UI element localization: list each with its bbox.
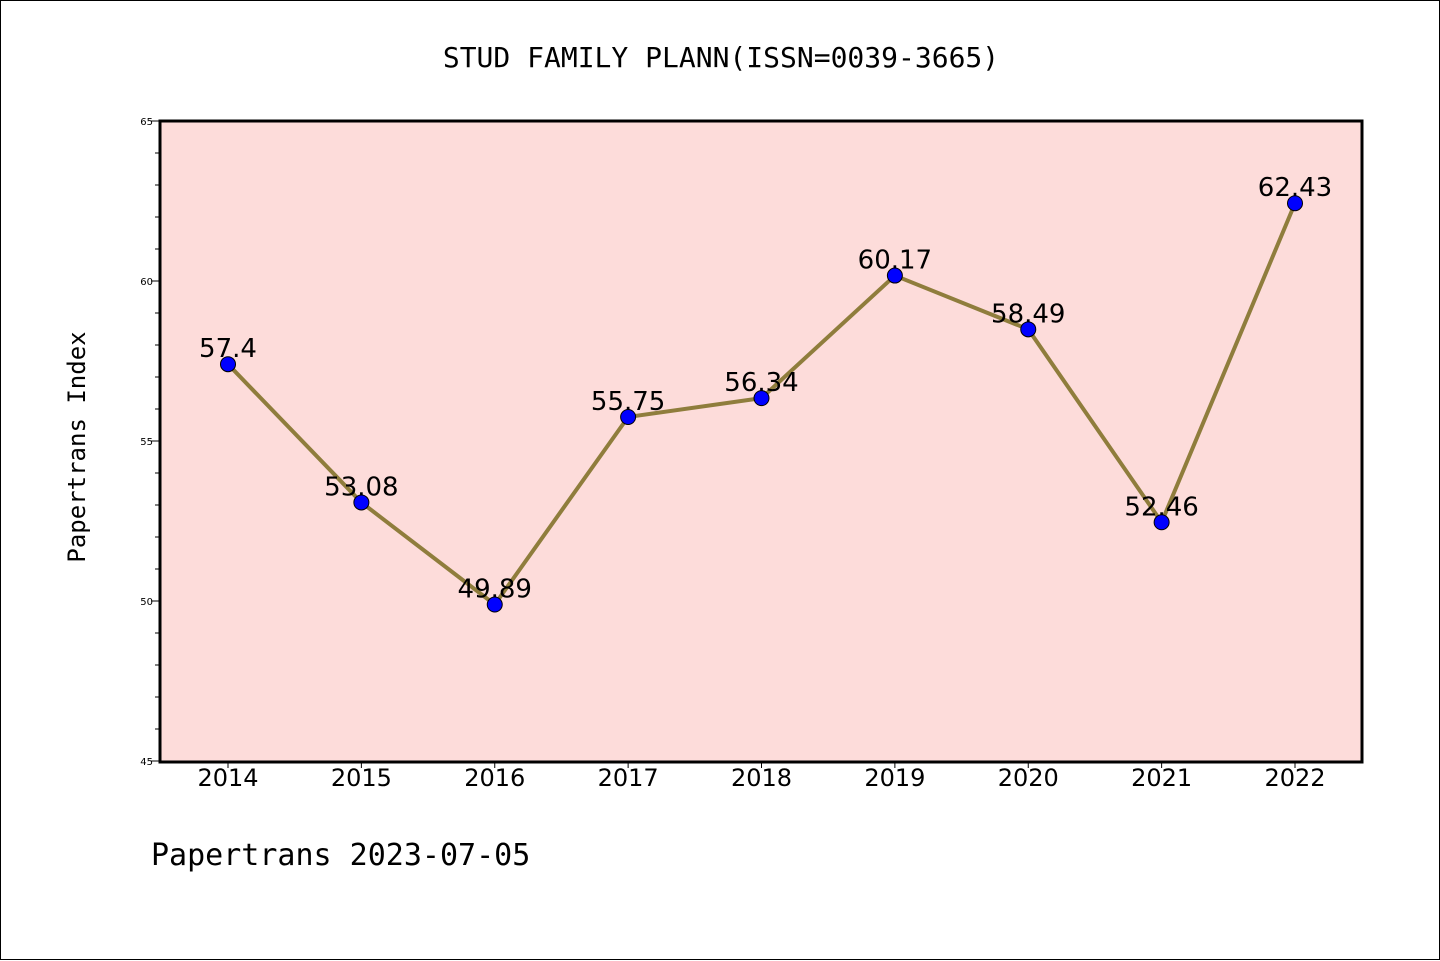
x-tick-label: 2018 [731, 764, 792, 792]
footer-text: Papertrans 2023-07-05 [151, 838, 530, 873]
x-tick-label: 2015 [331, 764, 392, 792]
x-tick-label: 2014 [197, 764, 258, 792]
x-axis: 2014 2015 2016 2017 2018 2019 2020 2021 2022 [197, 762, 1326, 792]
data-point [753, 390, 770, 407]
y-axis: 45 50 55 60 65 [140, 117, 160, 768]
data-point [620, 409, 637, 425]
x-tick-label: 2022 [1264, 764, 1325, 792]
y-tick-label: 55 [140, 437, 153, 448]
y-tick-label: 50 [140, 597, 153, 608]
plot-area [158, 119, 1364, 764]
data-point [886, 267, 903, 284]
y-axis-label: Papertrans Index [63, 331, 91, 562]
x-tick-label: 2016 [464, 764, 525, 792]
data-point [1287, 195, 1303, 212]
series-layer: 57.453.0849.8955.7556.3460.1758.4952.466… [199, 173, 1332, 613]
data-point [1153, 514, 1170, 531]
data-point [486, 596, 503, 613]
y-tick-label: 60 [140, 277, 153, 288]
data-point [220, 356, 236, 373]
data-point [353, 494, 370, 511]
x-tick-label: 2020 [998, 764, 1059, 792]
y-tick-label: 65 [140, 117, 153, 128]
y-tick-label: 45 [140, 757, 153, 768]
x-tick-label: 2021 [1131, 764, 1192, 792]
data-point [1020, 321, 1037, 338]
x-tick-label: 2019 [864, 764, 925, 792]
chart-title: STUD FAMILY PLANN(ISSN=0039-3665) [443, 41, 999, 74]
x-tick-label: 2017 [598, 764, 659, 792]
